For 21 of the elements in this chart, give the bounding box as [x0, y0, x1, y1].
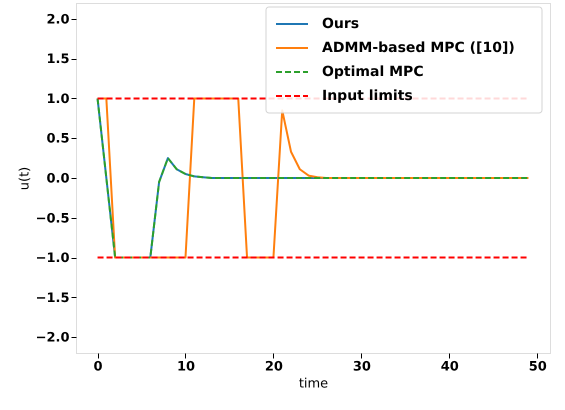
y-tick-label: 2.0 — [46, 12, 70, 28]
y-tick-label: 0.5 — [46, 132, 70, 147]
y-tick-label: 0.0 — [46, 172, 70, 186]
x-tick-label: 10 — [176, 360, 196, 374]
x-tick-label: 40 — [440, 360, 459, 374]
x-tick-label: 0 — [94, 360, 103, 374]
y-tick-label: −2.0 — [36, 330, 70, 346]
legend-label: Optimal MPC — [322, 64, 424, 80]
x-axis-title: time — [298, 376, 328, 392]
ref-line-label: Input limits — [322, 88, 413, 104]
y-axis-title: u(t) — [18, 166, 33, 190]
x-tick-label: 50 — [528, 360, 547, 374]
y-tick-label: 1.0 — [46, 92, 70, 107]
legend-label: ADMM-based MPC ([10]) — [322, 40, 515, 56]
x-tick-label: 30 — [352, 360, 371, 374]
legend-label: Ours — [322, 16, 360, 32]
y-tick-label: −1.5 — [36, 290, 70, 306]
y-tick-label: −0.5 — [36, 211, 70, 226]
y-tick-label: 1.5 — [46, 52, 70, 68]
x-tick-label: 20 — [264, 360, 283, 374]
y-tick-label: −1.0 — [36, 251, 70, 266]
